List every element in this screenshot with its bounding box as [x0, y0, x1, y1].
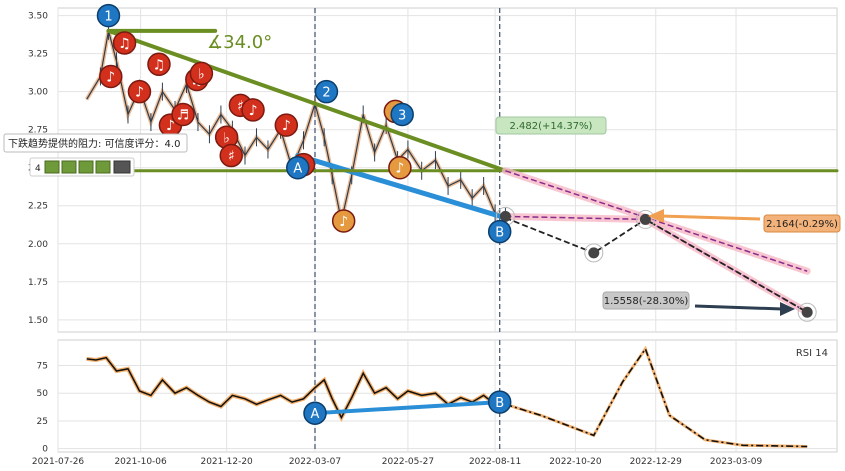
note-marker-circle: [189, 61, 214, 86]
note-marker-glyph: ♫: [118, 36, 131, 52]
note-marker-glyph: ♪: [135, 85, 144, 101]
rsi-marker-circle: [487, 390, 512, 414]
projection-target-ring: [797, 302, 817, 322]
wave-marker-circle: [487, 219, 512, 244]
rsi-marker-label: A: [311, 407, 320, 422]
projection-target-dot: [499, 210, 511, 222]
projection-target-dot: [801, 306, 813, 318]
price-y-tick-label: 2.75: [28, 126, 48, 136]
price-y-tick-label: 2.25: [28, 202, 48, 212]
upper-value-label: 2.482(+14.37%): [510, 121, 593, 132]
lower-pointer-arrow: [780, 302, 795, 316]
note-marker-glyph: ♪: [106, 69, 115, 85]
note-marker-circle: [331, 209, 356, 233]
note-marker-glyph: ♪: [282, 118, 291, 134]
badge-count: 4: [35, 164, 41, 174]
projection-target-ring: [635, 209, 655, 229]
badge-icon-dark: [113, 160, 131, 174]
rsi-y-tick-label: 75: [37, 362, 48, 372]
note-marker-circle: [171, 102, 195, 127]
note-marker-glyph: ♫: [153, 57, 166, 73]
price-y-tick-label: 3.50: [28, 12, 48, 22]
wave-marker-label: 1: [104, 10, 112, 25]
note-marker-glyph: ♪: [166, 118, 175, 134]
lower-pointer-line: [694, 304, 783, 311]
note-marker-circle: [147, 52, 171, 77]
note-marker-circle: [99, 64, 123, 89]
projection-target-dot: [588, 247, 600, 259]
rsi-projection-line: [505, 347, 808, 448]
middle-value-label: 2.164(-0.29%): [766, 219, 838, 230]
x-tick-label: 2021-12-20: [200, 457, 253, 467]
wave-marker-label: 3: [398, 108, 406, 123]
rsi-panel-frame: [57, 339, 838, 453]
note-marker-glyph: ♭: [198, 66, 205, 82]
note-marker-glyph: ♯: [228, 149, 235, 165]
note-marker-glyph: ♬: [177, 107, 190, 123]
note-marker-glyph: ♪: [395, 161, 404, 177]
note-marker-glyph: ♪: [249, 103, 258, 119]
projection-line-zigzag: [505, 217, 808, 313]
rsi-y-tick-label: 0: [42, 445, 48, 455]
note-marker-circle: [274, 113, 299, 137]
wave-marker-label: 2: [322, 86, 330, 101]
x-tick-label: 2023-03-09: [710, 457, 763, 467]
trend-line-support: [295, 153, 508, 221]
rsi-marker-circle: [303, 401, 327, 425]
note-marker-glyph: ♪: [339, 214, 348, 230]
badge-icon: [78, 160, 94, 174]
x-tick-label: 2022-08-11: [469, 457, 521, 467]
trend-line-resistance: [106, 28, 508, 173]
lower-value-box: [602, 291, 690, 310]
wave-marker-circle: [390, 102, 414, 127]
price-y-tick-label: 1.75: [28, 278, 48, 288]
wave-marker-label: A: [293, 162, 302, 177]
middle-value-box: [763, 214, 841, 233]
note-marker-glyph: ♭: [223, 130, 230, 146]
x-tick-label: 2021-10-06: [114, 457, 167, 467]
projection-target-dot: [639, 213, 651, 225]
middle-pointer-arrow: [648, 209, 664, 223]
middle-pointer-line: [659, 214, 761, 221]
wave-marker-circle: [314, 79, 339, 104]
x-tick-label: 2021-07-26: [32, 457, 85, 467]
note-marker-circle: [127, 79, 152, 104]
wave-marker-label: B: [495, 226, 504, 241]
upper-value-box: [495, 116, 607, 135]
x-tick-label: 2022-12-29: [630, 457, 683, 467]
angle-annotation: ∡34.0°: [207, 32, 272, 53]
price-y-tick-label: 3.00: [28, 88, 48, 98]
note-marker-circle: [112, 31, 137, 55]
rsi-support-line: [314, 400, 500, 416]
note-marker-glyph: ♯: [237, 98, 244, 114]
badge-icon: [44, 160, 60, 174]
note-marker-circle: [219, 143, 243, 168]
note-marker-circle: [241, 98, 265, 122]
x-tick-label: 2022-10-20: [549, 457, 602, 467]
price-y-tick-label: 3.25: [28, 50, 48, 60]
badge-icon: [61, 160, 77, 174]
rsi-series-line: [86, 356, 506, 420]
price-y-tick-label: 1.50: [28, 316, 48, 326]
x-tick-label: 2022-05-27: [382, 457, 434, 467]
lower-value-label: 1.5558(-28.30%): [604, 296, 689, 307]
rsi-y-tick-label: 25: [37, 417, 48, 427]
rsi-y-tick-label: 50: [37, 389, 49, 399]
badge-icon: [95, 160, 111, 174]
wave-marker-circle: [96, 3, 121, 28]
tooltip-box: [3, 133, 188, 153]
projection-line-upper: [505, 170, 808, 272]
wave-marker-circle: [286, 155, 310, 180]
note-marker-circle: [388, 155, 412, 180]
rsi-legend: RSI 14: [796, 348, 828, 359]
price-y-tick-label: 2.00: [28, 240, 48, 250]
x-tick-label: 2022-03-07: [289, 457, 341, 467]
projection-target-ring: [584, 243, 604, 263]
tooltip-text: 下跌趋势提供的阻力: 可信度评分：4.0: [8, 137, 180, 150]
rsi-marker-label: B: [495, 396, 504, 411]
